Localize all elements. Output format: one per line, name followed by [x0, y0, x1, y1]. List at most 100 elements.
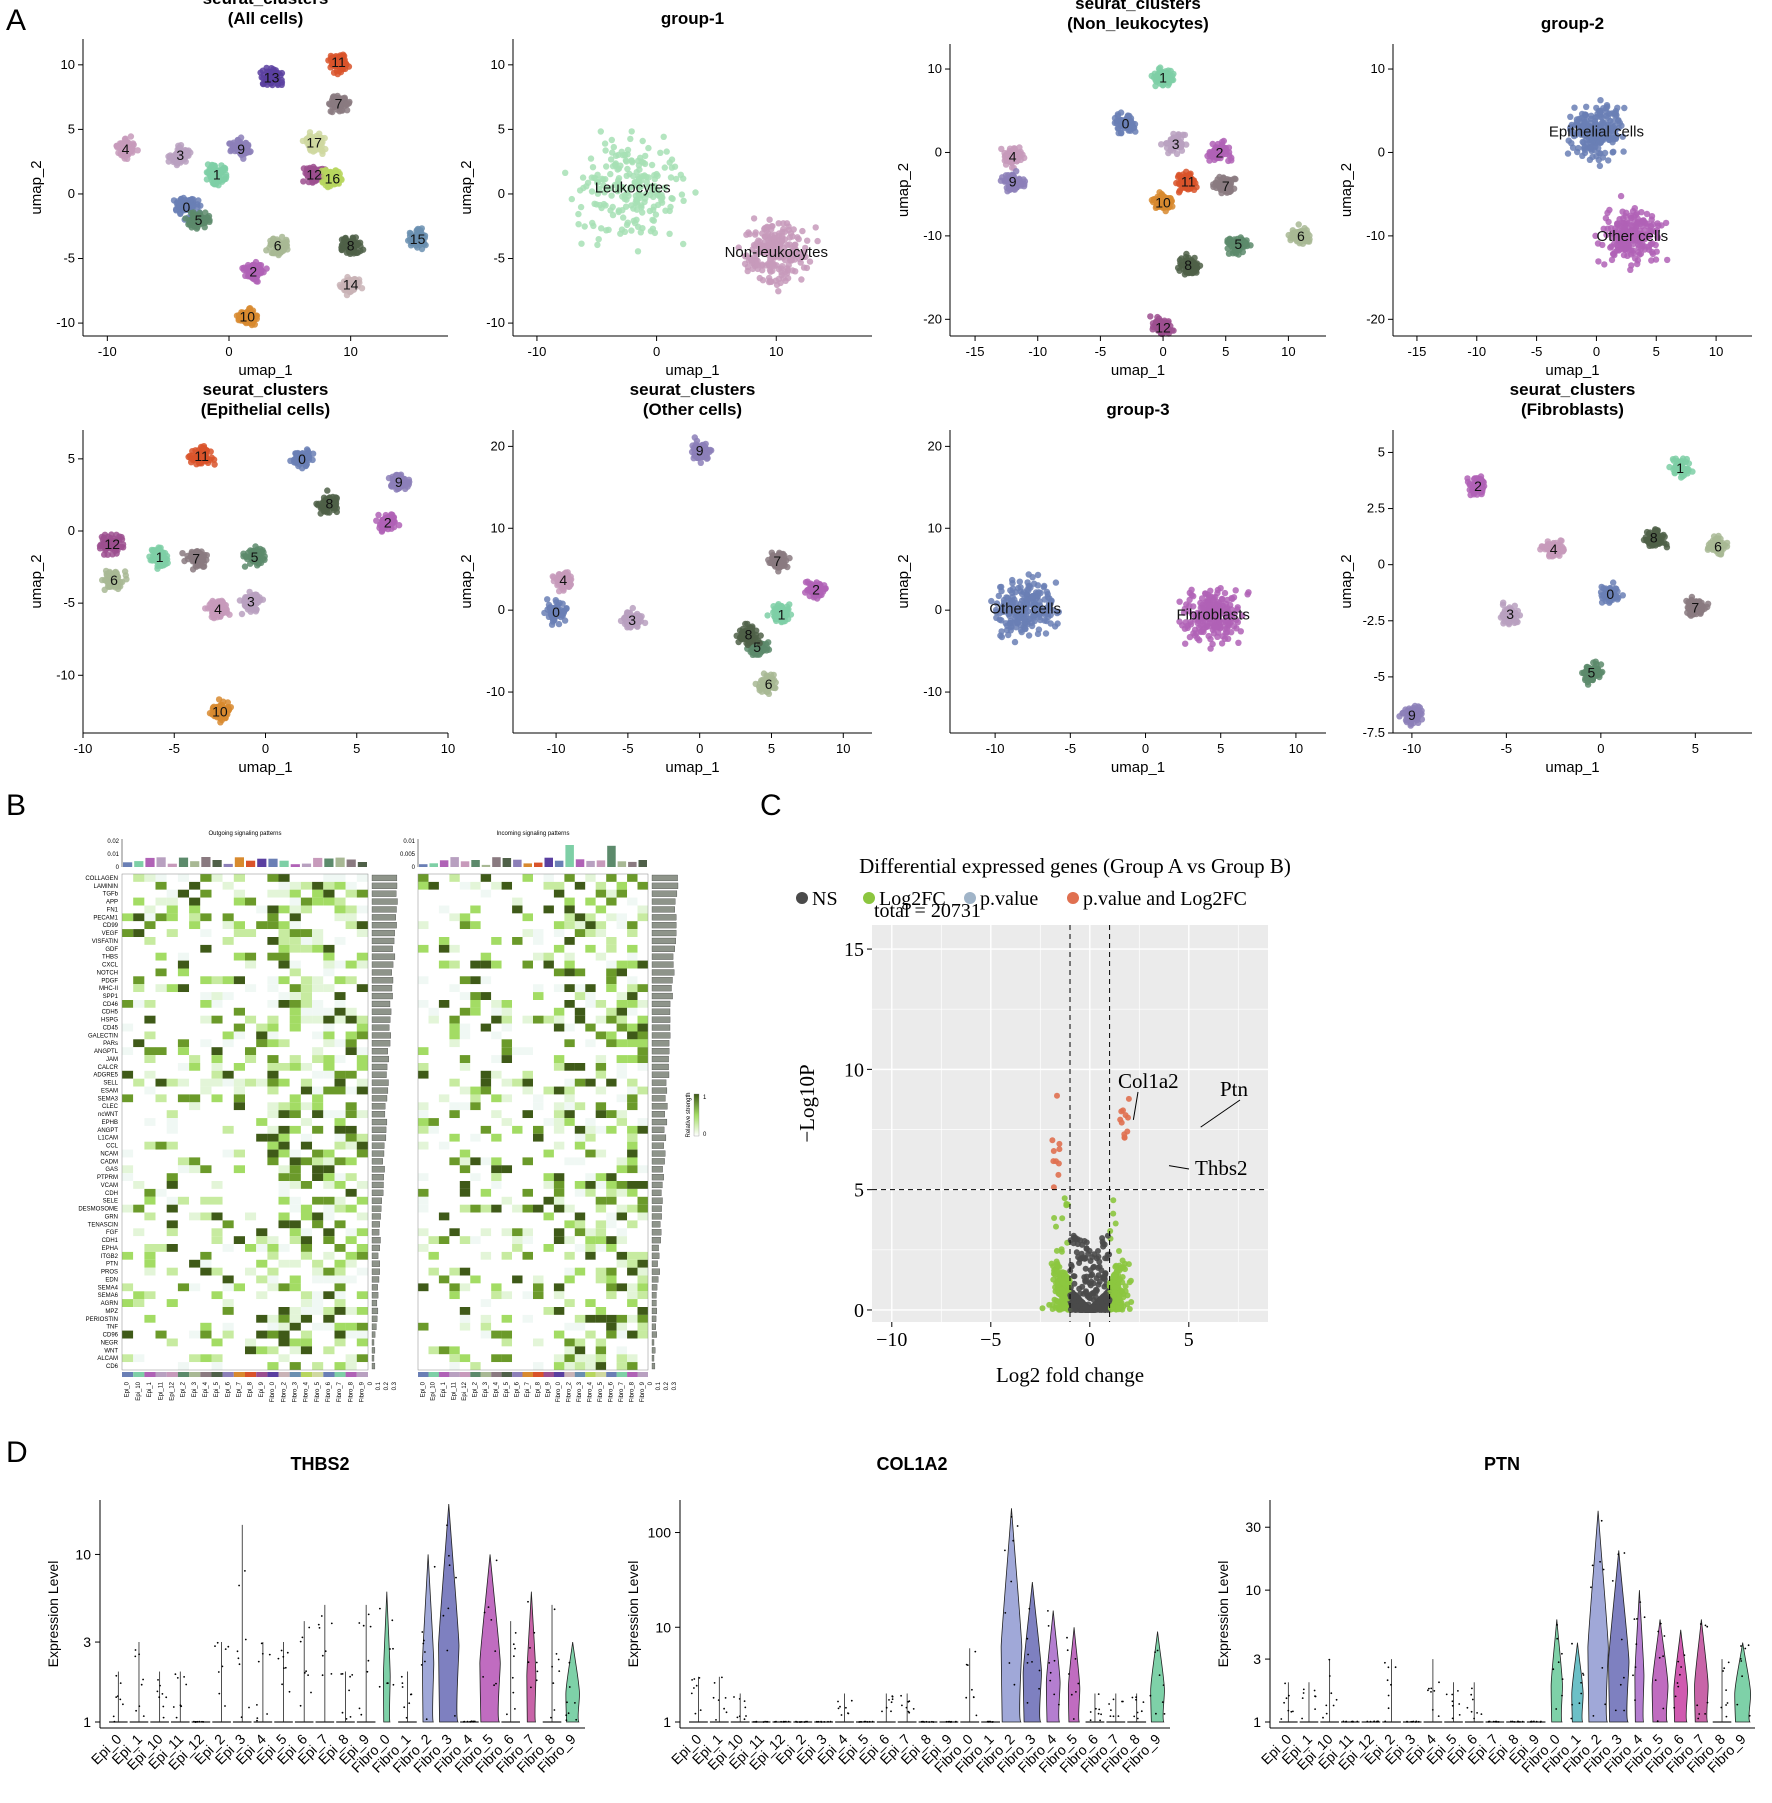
cell-point: [127, 133, 135, 140]
cluster-label: Leukocytes: [595, 180, 671, 197]
cell-point: [1583, 103, 1590, 111]
cluster-label: 3: [1172, 136, 1180, 152]
plot-title: group-2: [1541, 14, 1604, 33]
x-tick-label: -10: [98, 344, 117, 359]
cell-point: [1617, 192, 1625, 200]
cell-point: [600, 200, 608, 208]
cell-point: [620, 214, 627, 221]
y-tick-label: 10: [61, 57, 75, 72]
x-tick-label: 0: [1159, 344, 1166, 359]
cell-point: [1603, 112, 1610, 119]
x-tick-label: -10: [528, 344, 547, 359]
cell-point: [775, 275, 782, 283]
cluster-label: 1: [778, 606, 786, 622]
cell-point: [617, 162, 624, 169]
cluster-label: 8: [325, 496, 333, 512]
cell-point: [567, 576, 575, 583]
cluster-label: 9: [696, 442, 704, 458]
cell-point: [692, 189, 699, 196]
cell-point: [631, 219, 639, 227]
x-axis-label: umap_1: [665, 362, 719, 379]
cluster-label: 12: [306, 167, 322, 183]
cell-point: [1571, 104, 1578, 111]
cell-point: [109, 551, 116, 558]
plot-title: seurat_clusters: [203, 0, 329, 8]
cell-point: [146, 553, 153, 560]
y-tick-label: 0: [498, 602, 505, 617]
x-tick-label: 5: [768, 741, 775, 756]
cluster-label: 0: [183, 199, 191, 215]
cell-point: [218, 178, 226, 185]
cell-point: [1621, 104, 1628, 112]
cell-point: [634, 248, 642, 255]
cell-point: [577, 203, 585, 211]
y-tick-label: 0: [68, 523, 75, 538]
panel-label-b: B: [6, 789, 26, 822]
cell-point: [783, 220, 791, 227]
cell-point: [1648, 257, 1655, 264]
y-tick-label: -10: [486, 684, 505, 699]
y-tick-label: 0: [1378, 144, 1385, 159]
cell-point: [627, 135, 634, 143]
plot-subtitle: (Epithelial cells): [201, 400, 330, 419]
cell-point: [641, 619, 649, 627]
cell-point: [1630, 219, 1638, 226]
x-axis-label: umap_1: [1545, 362, 1599, 379]
y-tick-label: 5: [68, 121, 75, 136]
cell-point: [773, 281, 781, 289]
y-tick-label: -5: [493, 251, 505, 266]
cluster-label: 1: [156, 549, 164, 565]
cell-point: [1662, 219, 1670, 227]
cell-point: [1183, 141, 1190, 148]
cluster-label: 8: [347, 238, 355, 254]
cluster-label: 7: [335, 96, 343, 112]
cell-point: [1640, 218, 1648, 225]
cell-point: [764, 612, 771, 619]
cell-point: [96, 542, 104, 550]
x-tick-label: 5: [1653, 344, 1660, 359]
cell-point: [595, 236, 602, 243]
cell-point: [775, 220, 782, 227]
y-tick-label: -10: [486, 315, 505, 330]
cell-point: [227, 147, 234, 155]
cell-point: [607, 207, 614, 214]
cell-point: [623, 158, 630, 165]
cluster-label: 5: [251, 549, 259, 565]
cell-point: [208, 161, 216, 169]
cluster-label: 2: [384, 514, 392, 530]
cell-point: [1596, 150, 1603, 157]
x-tick-label: 10: [836, 741, 850, 756]
cell-point: [610, 143, 617, 151]
cell-point: [1147, 313, 1154, 320]
cluster-label: 6: [1297, 228, 1305, 244]
cluster-label: 13: [264, 70, 280, 86]
cell-point: [1654, 220, 1661, 227]
x-tick-label: -5: [622, 741, 634, 756]
cell-point: [257, 559, 265, 566]
charts-layer: seurat_clusters(All cells)01234567891011…: [28, 0, 1755, 1776]
cell-point: [638, 613, 645, 620]
umap-plot-A6: seurat_clusters(Other cells)0 123456789-1…: [458, 380, 872, 776]
x-tick-label: 10: [441, 741, 455, 756]
cell-point: [1017, 150, 1024, 157]
cell-point: [680, 197, 687, 204]
cell-point: [338, 246, 345, 253]
cell-point: [1567, 113, 1574, 121]
cluster-0: [170, 194, 204, 223]
cluster-label: 0: [1122, 115, 1130, 131]
cell-point: [654, 172, 661, 179]
cluster-label: 1: [213, 167, 221, 183]
cluster-label: 16: [325, 170, 341, 186]
cell-point: [648, 161, 656, 169]
x-tick-label: 0: [1593, 344, 1600, 359]
x-tick-label: -10: [1467, 344, 1486, 359]
x-tick-label: 0: [653, 344, 660, 359]
x-tick-label: -5: [168, 741, 180, 756]
cell-point: [167, 152, 174, 159]
cluster-label: Epithelial cells: [1549, 124, 1644, 141]
cluster-label: 8: [745, 627, 753, 643]
cell-point: [1170, 70, 1177, 78]
cell-point: [581, 223, 588, 230]
